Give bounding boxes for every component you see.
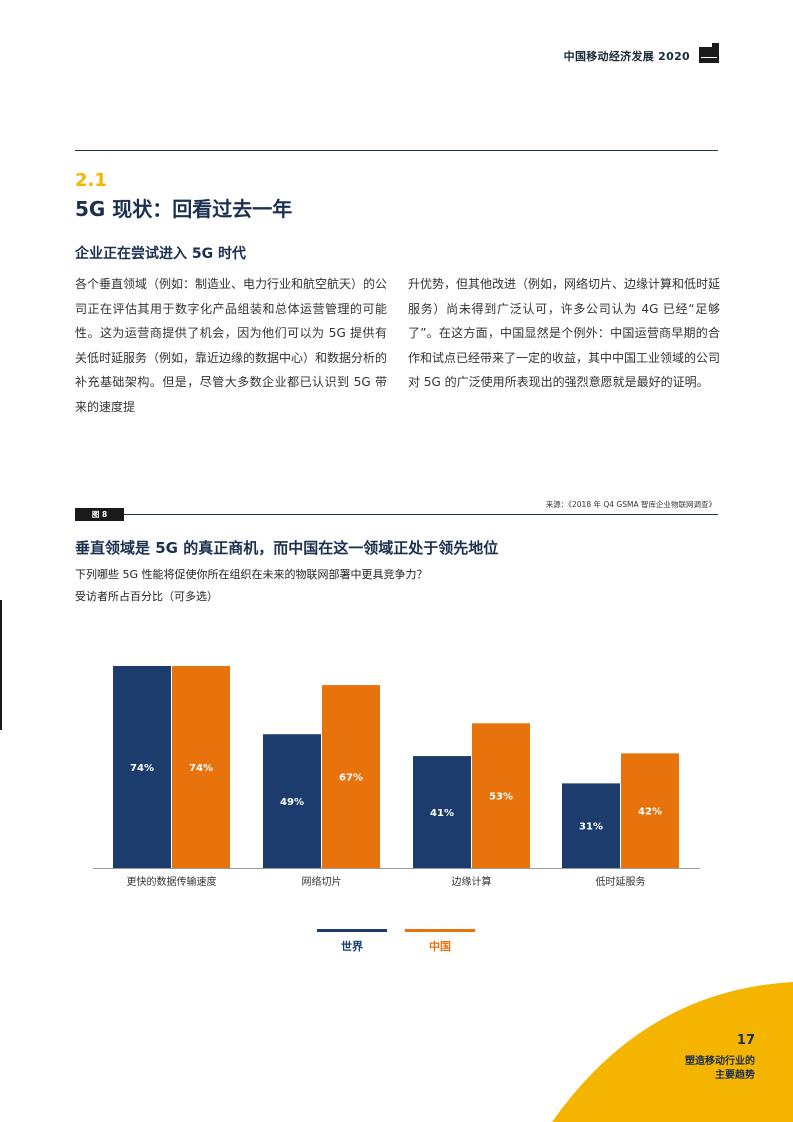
- top-divider: [75, 150, 718, 151]
- data-label-world-0: 74%: [130, 763, 154, 774]
- bar-chart: 74% 74% 更快的数据传输速度 49% 67% 网络切片 41% 53% 边缘计算 31% 42…: [93, 665, 700, 888]
- running-header: 中国移动经济发展 2020: [563, 50, 690, 63]
- bar-world-0: [113, 665, 171, 868]
- margin-marker: [0, 600, 2, 730]
- bar-world-3: [562, 783, 620, 868]
- footer-caption: 塑造移动行业的 主要趋势: [685, 1055, 755, 1083]
- data-label-china-1: 67%: [339, 773, 363, 784]
- figure-label: 图 8: [75, 508, 124, 521]
- category-label-1: 网络切片: [302, 875, 342, 888]
- body-column-2: 升优势，但其他改进（例如，网络切片、边缘计算和低时延服务）尚未得到广泛认可，许多…: [408, 277, 721, 389]
- category-label-0: 更快的数据传输速度: [127, 875, 217, 888]
- figure-divider: [75, 514, 718, 515]
- gsma-logo-icon: [699, 43, 719, 63]
- chart-question: 下列哪些 5G 性能将促使你所在组织在未来的物联网部署中更具竞争力？: [75, 568, 428, 581]
- legend-world: 世界: [317, 929, 387, 954]
- chart-note: 受访者所占百分比（可多选）: [75, 590, 218, 603]
- legend-china: 中国: [405, 929, 475, 954]
- section-number: 2.1: [75, 170, 107, 191]
- figure-source: 来源：《2018 年 Q4 GSMA 智库企业物联网调查》: [545, 500, 716, 509]
- bar-world-2: [413, 756, 471, 868]
- data-label-world-2: 41%: [430, 808, 454, 819]
- page-number: 17: [736, 1033, 755, 1048]
- footer-line-2: 主要趋势: [715, 1070, 755, 1081]
- data-label-china-3: 42%: [638, 807, 662, 818]
- data-label-world-1: 49%: [280, 797, 304, 808]
- bar-china-1: [322, 685, 380, 868]
- category-label-2: 边缘计算: [452, 875, 492, 888]
- bar-world-1: [263, 734, 321, 868]
- data-label-world-3: 31%: [579, 822, 603, 833]
- data-label-china-2: 53%: [489, 792, 513, 803]
- bar-china-2: [472, 723, 530, 868]
- subheading: 企业正在尝试进入 5G 时代: [75, 246, 246, 262]
- category-label-3: 低时延服务: [596, 875, 646, 888]
- footer-line-1: 塑造移动行业的: [685, 1056, 755, 1067]
- corner-decoration: [552, 982, 793, 1122]
- body-column-1: 各个垂直领域（例如：制造业、电力行业和航空航天）的公司正在评估其用于数字化产品组…: [75, 277, 388, 414]
- chart-title: 垂直领域是 5G 的真正商机，而中国在这一领域正处于领先地位: [75, 539, 499, 557]
- data-label-china-0: 74%: [189, 763, 213, 774]
- bar-china-3: [621, 753, 679, 868]
- section-title: 5G 现状：回看过去一年: [75, 197, 293, 221]
- bar-china-0: [172, 665, 230, 868]
